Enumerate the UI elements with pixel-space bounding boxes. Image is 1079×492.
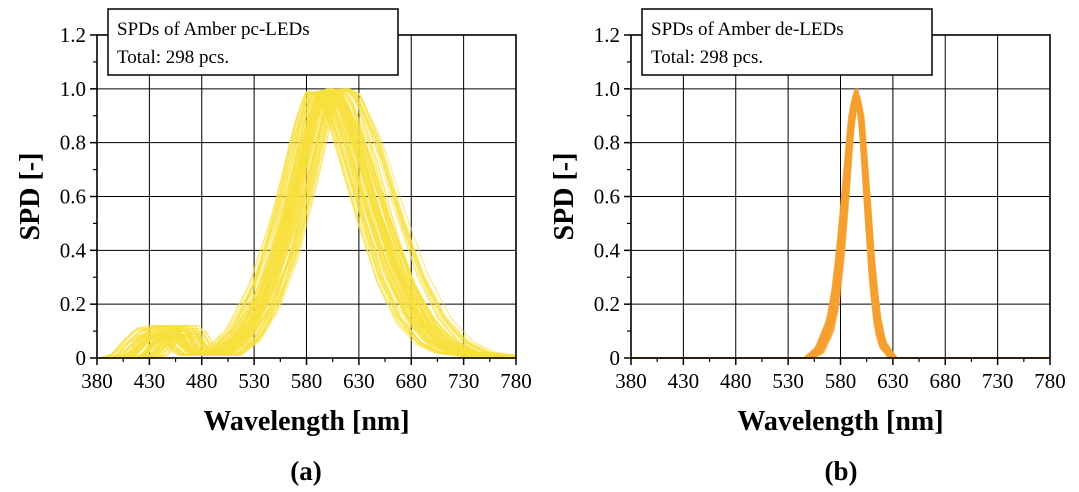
x-tick-label: 580 xyxy=(825,369,857,393)
legend-line: SPDs of Amber pc-LEDs xyxy=(117,19,310,40)
x-tick-label: 780 xyxy=(1034,369,1066,393)
y-tick-label: 1.2 xyxy=(60,23,86,47)
x-tick-label: 480 xyxy=(186,369,218,393)
x-tick-label: 780 xyxy=(500,369,532,393)
spectrum-line xyxy=(97,90,516,359)
spectrum-line xyxy=(97,88,517,359)
legend-box xyxy=(107,8,399,76)
x-tick-label: 380 xyxy=(81,369,113,393)
chart-panel-b: 380 430 480 530 580 630 680 730 780 0 0.2 0.4 0.6 0.8… xyxy=(549,8,1066,486)
spectrum-line xyxy=(97,90,516,359)
y-tick-label: 0 xyxy=(610,346,621,370)
chart-panel-a: 380 430 480 530 580 630 680 730 780 0 0.2 0.4 0.6 0.8… xyxy=(15,8,532,486)
x-tick-label: 380 xyxy=(615,369,647,393)
x-tick-label: 530 xyxy=(238,369,270,393)
spectrum-line xyxy=(97,88,517,359)
x-axis-title: Wavelength [nm] xyxy=(203,406,409,437)
y-tick-label: 0 xyxy=(76,346,87,370)
y-tick-label: 0.6 xyxy=(594,185,620,209)
x-tick-label: 680 xyxy=(930,369,962,393)
y-axis-title: SPD [-] xyxy=(15,153,46,241)
x-tick-label: 430 xyxy=(134,369,166,393)
y-axis-title: SPD [-] xyxy=(549,153,580,241)
y-tick-label: 0.6 xyxy=(60,185,86,209)
x-tick-label: 430 xyxy=(668,369,700,393)
x-tick-label: 630 xyxy=(877,369,909,393)
spectrum-line xyxy=(97,90,516,359)
panel-caption: (b) xyxy=(825,456,858,486)
y-tick-label: 0.4 xyxy=(594,238,621,262)
x-tick-label: 580 xyxy=(291,369,323,393)
y-tick-label: 1.2 xyxy=(594,23,620,47)
y-tick-label: 0.8 xyxy=(60,131,86,155)
x-tick-label: 730 xyxy=(448,369,480,393)
spectrum-line xyxy=(97,90,516,359)
y-tick-label: 0.2 xyxy=(60,292,86,316)
legend-box xyxy=(641,8,933,76)
x-tick-label: 480 xyxy=(720,369,752,393)
panel-caption: (a) xyxy=(290,456,321,486)
series-group xyxy=(96,88,517,359)
x-tick-label: 680 xyxy=(396,369,428,393)
y-tick-label: 1.0 xyxy=(594,77,620,101)
x-axis-title: Wavelength [nm] xyxy=(737,406,943,437)
y-tick-label: 1.0 xyxy=(60,77,86,101)
y-tick-label: 0.4 xyxy=(60,238,87,262)
y-tick-label: 0.8 xyxy=(594,131,620,155)
legend-line: SPDs of Amber de-LEDs xyxy=(651,19,844,40)
legend-line: Total: 298 pcs. xyxy=(651,47,763,68)
x-tick-label: 630 xyxy=(343,369,375,393)
y-tick-label: 0.2 xyxy=(594,292,620,316)
x-tick-label: 730 xyxy=(982,369,1014,393)
legend-line: Total: 298 pcs. xyxy=(117,47,229,68)
x-tick-label: 530 xyxy=(772,369,804,393)
